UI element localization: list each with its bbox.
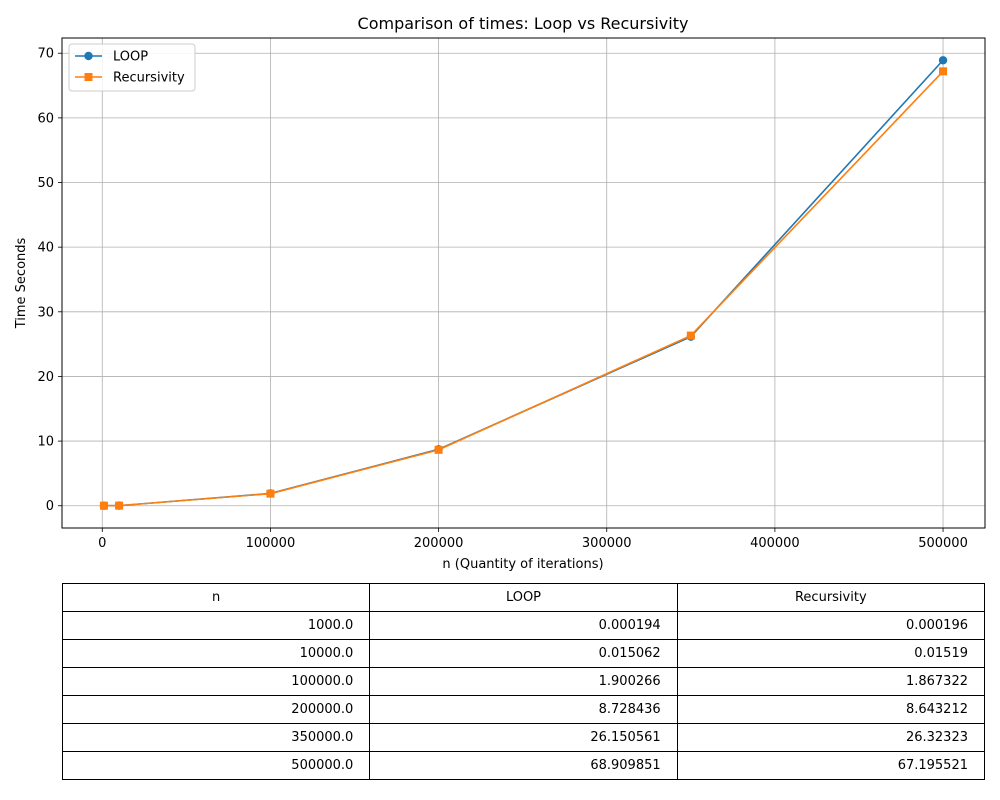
cell-loop: 1.900266: [369, 667, 678, 696]
table-row: 350000.0 26.150561 26.32323: [61, 723, 986, 752]
y-tick-label: 70: [37, 47, 54, 62]
cell-recursivity: 0.01519: [676, 639, 986, 668]
x-tick-label: 300000: [582, 536, 632, 551]
data-point-recursivity: [115, 501, 124, 510]
header-recursivity: Recursivity: [676, 583, 986, 612]
header-n: n: [61, 583, 371, 612]
x-tick-label: 200000: [414, 536, 464, 551]
series-layer: [99, 56, 948, 510]
cell-loop: 0.000194: [369, 611, 678, 640]
data-point-recursivity: [686, 331, 695, 340]
y-tick-label: 30: [37, 305, 54, 320]
cell-loop: 26.150561: [369, 723, 678, 752]
legend-item-loop: LOOP: [75, 50, 148, 65]
cell-recursivity: 8.643212: [676, 695, 986, 724]
cell-loop: 0.015062: [369, 639, 678, 668]
cell-n: 100000.0: [61, 667, 371, 696]
legend-swatch-marker: [84, 73, 93, 81]
data-point-loop: [938, 56, 948, 65]
chart-title: Comparison of times: Loop vs Recursivity: [358, 14, 689, 33]
y-tick-label: 20: [37, 370, 54, 385]
cell-n: 500000.0: [61, 751, 371, 780]
cell-recursivity: 67.195521: [676, 751, 986, 780]
table-row: 200000.0 8.728436 8.643212: [61, 695, 986, 724]
cell-recursivity: 0.000196: [676, 611, 986, 640]
cell-n: 10000.0: [61, 639, 371, 668]
table-header-row: n LOOP Recursivity: [61, 583, 986, 612]
data-point-recursivity: [939, 67, 948, 76]
y-axis-label: Time Seconds: [14, 237, 29, 329]
series-line-recursivity: [103, 70, 944, 507]
cell-n: 350000.0: [61, 723, 371, 752]
x-axis-label: n (Quantity of iterations): [442, 557, 603, 572]
series-loop: [99, 56, 948, 510]
y-tick-label: 40: [37, 241, 54, 256]
data-point-recursivity: [266, 489, 275, 498]
table-row: 500000.0 68.909851 67.195521: [61, 751, 986, 780]
legend-item-recursivity: Recursivity: [75, 71, 185, 86]
legend: LOOP Recursivity: [68, 43, 196, 92]
series-recursivity: [99, 67, 948, 510]
table-row: 1000.0 0.000194 0.000196: [61, 611, 986, 640]
data-point-recursivity: [99, 501, 108, 510]
series-line-loop: [103, 59, 944, 507]
y-tick-label: 0: [46, 499, 54, 514]
x-tick-label: 400000: [750, 536, 800, 551]
x-tick-label: 0: [98, 536, 106, 551]
cell-recursivity: 26.32323: [676, 723, 986, 752]
data-point-recursivity: [434, 445, 443, 454]
legend-label: LOOP: [113, 50, 148, 65]
y-tick-label: 10: [37, 435, 54, 450]
cell-loop: 68.909851: [369, 751, 678, 780]
y-tick-label: 60: [37, 111, 54, 126]
x-tick-label: 500000: [918, 536, 968, 551]
legend-swatch-marker: [84, 51, 93, 61]
grid-lines: [62, 38, 985, 528]
y-tick-label: 50: [37, 176, 54, 191]
table-row: 100000.0 1.900266 1.867322: [61, 667, 986, 696]
legend-label: Recursivity: [113, 71, 185, 86]
cell-n: 200000.0: [61, 695, 371, 724]
line-chart: 0 100000 200000 300000 400000 500000 0 10 20 30 4…: [14, 14, 986, 572]
cell-loop: 8.728436: [369, 695, 678, 724]
y-axis: 0 10 20 30 40 50 60 70: [37, 47, 62, 514]
table-row: 10000.0 0.015062 0.01519: [61, 639, 986, 668]
header-loop: LOOP: [369, 583, 678, 612]
data-table: n LOOP Recursivity 1000.0 0.000194 0.000…: [61, 583, 986, 780]
x-tick-label: 100000: [246, 536, 296, 551]
plot-area: [61, 37, 986, 529]
cell-recursivity: 1.867322: [676, 667, 986, 696]
cell-n: 1000.0: [61, 611, 371, 640]
x-axis: 0 100000 200000 300000 400000 500000: [98, 528, 968, 551]
